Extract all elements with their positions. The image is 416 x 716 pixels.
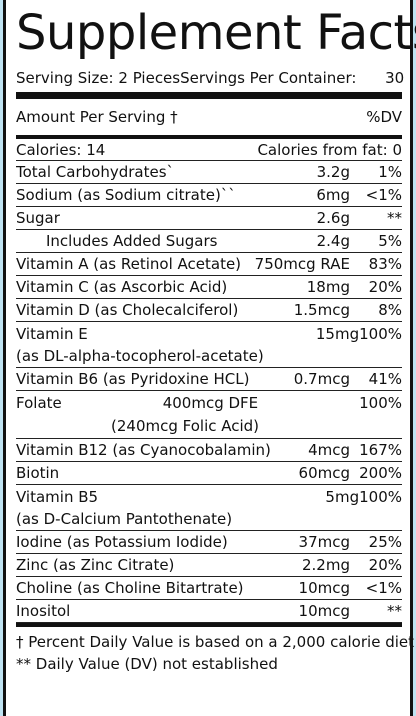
nutrient-amount: 2.6g: [316, 209, 350, 227]
nutrient-name: Sodium (as Sodium citrate)``: [16, 186, 236, 204]
nutrient-name: Vitamin A (as Retinol Acetate): [16, 255, 242, 273]
nutrient-dv: 25%: [368, 533, 402, 551]
nutrient-dv: 167%: [359, 441, 402, 459]
nutrient-name: Vitamin D (as Cholecalciferol): [16, 301, 239, 319]
nutrient-row: Vitamin E 15mg 100% (as DL-alpha-tocopherol…: [16, 322, 402, 368]
nutrient-amount: 6mg: [316, 186, 350, 204]
nutrient-amount: 5mg: [325, 487, 360, 506]
nutrient-dv: 100%: [359, 324, 402, 343]
nutrient-name: Biotin: [16, 464, 60, 482]
amount-header: Amount Per Serving † %DV: [16, 99, 402, 135]
nutrient-amount: 18mg: [306, 278, 350, 296]
nutrient-amount: 2.4g: [316, 232, 350, 250]
nutrient-subtext: (as D-Calcium Pantothenate): [16, 510, 233, 528]
nutrient-dv: 20%: [368, 278, 402, 296]
nutrient-name: Vitamin B5: [16, 487, 99, 506]
nutrient-row: Vitamin A (as Retinol Acetate) 750mcg RAE…: [16, 253, 402, 276]
nutrient-amount: 0.7mcg: [293, 370, 350, 388]
divider-thick: [16, 92, 402, 99]
footnote-dv-not-established: ** Daily Value (DV) not established: [16, 655, 278, 673]
servings-per-container-value: 30: [385, 69, 405, 87]
nutrient-name: Sugar: [16, 209, 60, 227]
divider-medium: [16, 135, 402, 139]
nutrient-amount: 10mcg: [298, 602, 350, 620]
nutrient-row: Sodium (as Sodium citrate)`` 6mg <1%: [16, 184, 402, 207]
nutrient-name: Vitamin C (as Ascorbic Acid): [16, 278, 228, 296]
servings-per-container: Servings Per Container: 30: [180, 69, 404, 87]
nutrient-dv: **: [387, 602, 402, 620]
calories-from-fat: Calories from fat: 0: [257, 140, 402, 159]
nutrient-row: Total Carbohydrates` 3.2g 1%: [16, 161, 402, 184]
nutrient-row: Vitamin B12 (as Cyanocobalamin) 4mcg 167%: [16, 439, 402, 462]
nutrient-row: Vitamin D (as Cholecalciferol) 1.5mcg 8%: [16, 299, 402, 322]
nutrient-list: Total Carbohydrates` 3.2g 1% Sodium (as Sod…: [16, 161, 402, 623]
dv-header: %DV: [366, 108, 402, 126]
nutrient-dv: 83%: [368, 255, 402, 273]
serving-info: Serving Size: 2 Pieces Servings Per Cont…: [16, 66, 404, 90]
nutrient-dv: 100%: [359, 487, 402, 506]
nutrient-row: Folate 400mcg DFE 100% (240mcg Folic Acid): [16, 391, 402, 439]
nutrient-dv: 200%: [359, 464, 402, 482]
calories-row: Calories: 14 Calories from fat: 0: [16, 139, 402, 161]
supplement-facts-panel: Supplement Facts Serving Size: 2 Pieces …: [3, 0, 416, 716]
nutrient-subtext: (as DL-alpha-tocopherol-acetate): [16, 347, 264, 365]
divider-bottom: [16, 623, 402, 627]
nutrient-name: Includes Added Sugars: [46, 232, 218, 250]
nutrient-row: Choline (as Choline Bitartrate) 10mcg <1%: [16, 577, 402, 600]
nutrient-amount: 37mcg: [298, 533, 350, 551]
nutrient-row: Zinc (as Zinc Citrate) 2.2mg 20%: [16, 554, 402, 577]
nutrient-name: Vitamin E: [16, 324, 88, 343]
nutrient-name: Iodine (as Potassium Iodide): [16, 533, 228, 551]
amount-per-serving-label: Amount Per Serving †: [16, 108, 178, 126]
nutrient-name: Zinc (as Zinc Citrate): [16, 556, 175, 574]
nutrient-name: Vitamin B12 (as Cyanocobalamin): [16, 441, 271, 459]
nutrient-name: Total Carbohydrates`: [16, 163, 175, 181]
nutrient-name: Vitamin B6 (as Pyridoxine HCL): [16, 370, 250, 388]
serving-size-label: Serving Size:: [16, 69, 114, 87]
nutrient-row: Iodine (as Potassium Iodide) 37mcg 25%: [16, 531, 402, 554]
nutrient-dv: 5%: [378, 232, 402, 250]
serving-size: Serving Size: 2 Pieces: [16, 69, 180, 87]
nutrient-amount: 2.2mg: [302, 556, 350, 574]
nutrient-dv: <1%: [365, 186, 402, 204]
nutrient-amount: 4mcg: [308, 441, 350, 459]
nutrient-dv: 20%: [368, 556, 402, 574]
nutrient-row: Vitamin B5 5mg 100% (as D-Calcium Pantothen…: [16, 485, 402, 531]
nutrient-dv: 100%: [359, 394, 402, 412]
nutrient-amount: 400mcg DFE: [162, 394, 259, 412]
nutrient-amount: 10mcg: [298, 579, 350, 597]
nutrient-name: Choline (as Choline Bitartrate): [16, 579, 244, 597]
nutrient-amount: 1.5mcg: [293, 301, 350, 319]
calories-label: Calories: 14: [16, 140, 106, 159]
servings-per-container-label: Servings Per Container:: [180, 69, 357, 87]
nutrient-name: Folate: [16, 394, 62, 412]
nutrient-row: Inositol 10mcg **: [16, 600, 402, 623]
serving-size-value: 2 Pieces: [118, 69, 181, 87]
footnote-percent-dv: † Percent Daily Value is based on a 2,00…: [16, 633, 414, 651]
nutrient-row: Vitamin B6 (as Pyridoxine HCL) 0.7mcg 41%: [16, 368, 402, 391]
nutrient-subtext: (240mcg Folic Acid): [111, 417, 260, 435]
nutrient-row: Includes Added Sugars 2.4g 5%: [16, 230, 402, 253]
nutrient-amount: 3.2g: [316, 163, 350, 181]
nutrient-dv: **: [387, 209, 402, 227]
footnotes: † Percent Daily Value is based on a 2,00…: [16, 627, 414, 675]
nutrient-amount: 60mcg: [298, 464, 350, 482]
nutrient-dv: 1%: [378, 163, 402, 181]
nutrient-amount: 15mg: [315, 324, 360, 343]
nutrient-dv: 41%: [368, 370, 402, 388]
panel-title: Supplement Facts: [16, 5, 416, 61]
nutrient-dv: <1%: [365, 579, 402, 597]
nutrient-amount: 750mcg RAE: [254, 255, 350, 273]
nutrient-row: Vitamin C (as Ascorbic Acid) 18mg 20%: [16, 276, 402, 299]
nutrient-row: Biotin 60mcg 200%: [16, 462, 402, 485]
nutrient-dv: 8%: [378, 301, 402, 319]
nutrient-name: Inositol: [16, 602, 71, 620]
nutrient-row: Sugar 2.6g **: [16, 207, 402, 230]
